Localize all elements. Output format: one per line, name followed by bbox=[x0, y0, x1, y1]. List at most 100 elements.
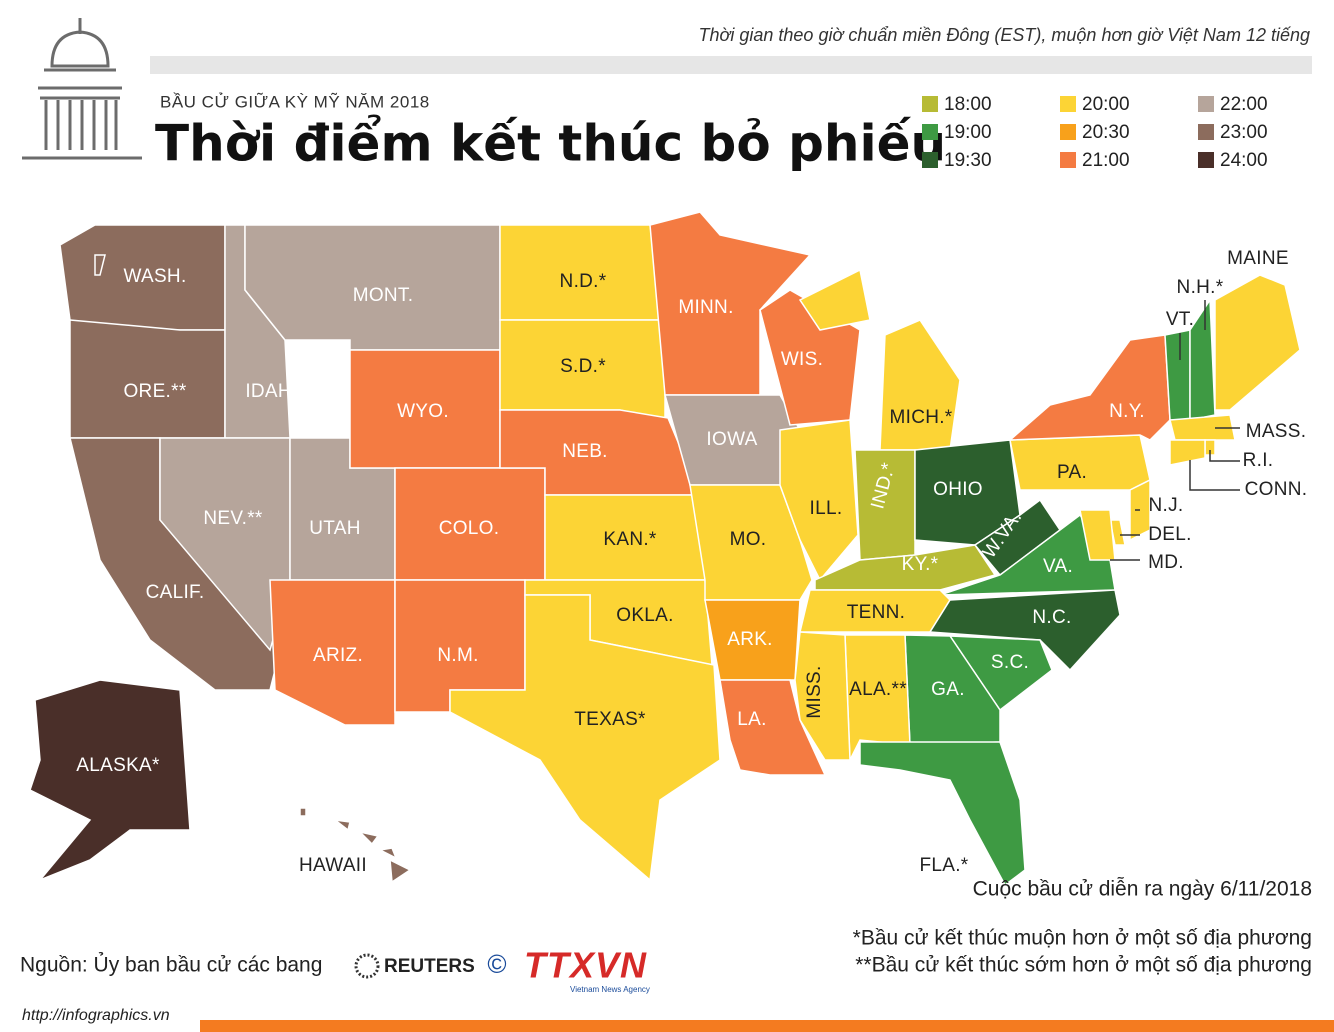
state-label: N.C. bbox=[1032, 607, 1071, 628]
state bbox=[719, 679, 827, 776]
state-label: IDAHO* bbox=[245, 381, 315, 402]
state-label: S.C. bbox=[991, 652, 1029, 673]
footer-rule bbox=[200, 1020, 1334, 1032]
state bbox=[879, 319, 961, 451]
leader-lines bbox=[1110, 300, 1240, 561]
url: http://infographics.vn bbox=[22, 1007, 170, 1024]
copyright: © bbox=[487, 949, 506, 979]
state-label: UTAH bbox=[309, 518, 361, 539]
state-label: N.M. bbox=[437, 645, 478, 666]
state-label: MAINE bbox=[1227, 248, 1289, 269]
legend-swatch bbox=[922, 152, 938, 168]
state-label: TENN. bbox=[847, 602, 906, 623]
legend: 18:00 19:00 19:30 20:00 20:30 21:00 22:00 23:00… bbox=[922, 94, 1268, 171]
legend-label: 20:30 bbox=[1082, 122, 1130, 143]
state-label: IOWA bbox=[706, 429, 757, 450]
state bbox=[1169, 439, 1206, 466]
state bbox=[859, 741, 1026, 887]
legend-label: 19:00 bbox=[944, 122, 992, 143]
legend-label: 24:00 bbox=[1220, 150, 1268, 171]
legend-swatch bbox=[1060, 96, 1076, 112]
state bbox=[794, 631, 851, 761]
legend-swatch bbox=[922, 96, 938, 112]
legend-swatch bbox=[1198, 124, 1214, 140]
header-note: Thời gian theo giờ chuẩn miền Đông (EST)… bbox=[698, 25, 1310, 45]
state bbox=[332, 818, 351, 832]
state-label: ALASKA* bbox=[76, 755, 160, 776]
legend-swatch bbox=[1060, 152, 1076, 168]
state-label: MASS. bbox=[1246, 421, 1307, 442]
state-label: ORE.** bbox=[123, 381, 186, 402]
state-label: CALIF. bbox=[146, 582, 205, 603]
election-date: Cuộc bầu cử diễn ra ngày 6/11/2018 bbox=[973, 878, 1312, 901]
ttxvn-logo: TTXVN bbox=[524, 945, 647, 986]
state bbox=[798, 268, 871, 331]
state-label: MISS. bbox=[804, 665, 825, 718]
state bbox=[973, 498, 1062, 577]
legend-label: 19:30 bbox=[944, 150, 992, 171]
legend-label: 23:00 bbox=[1220, 122, 1268, 143]
ttxvn-subtitle: Vietnam News Agency bbox=[570, 985, 650, 994]
state-label: MINN. bbox=[678, 297, 733, 318]
state-label: N.H.* bbox=[1177, 277, 1224, 298]
state bbox=[299, 807, 307, 817]
state-label: NEV.** bbox=[203, 508, 262, 529]
legend-swatch bbox=[1060, 124, 1076, 140]
state bbox=[449, 594, 721, 882]
state bbox=[269, 579, 396, 726]
title: Thời điểm kết thúc bỏ phiếu bbox=[155, 115, 946, 173]
state-label: DEL. bbox=[1148, 524, 1191, 545]
state bbox=[94, 254, 106, 276]
state-label: OHIO bbox=[933, 479, 983, 500]
state-label: TEXAS* bbox=[574, 709, 646, 730]
state bbox=[1169, 414, 1236, 441]
legend-label: 21:00 bbox=[1082, 150, 1130, 171]
reuters-logo: REUTERS bbox=[384, 956, 475, 977]
reuters-icon bbox=[354, 953, 380, 979]
state-label: LA. bbox=[737, 709, 766, 730]
state-label: GA. bbox=[931, 679, 965, 700]
state-label: NEB. bbox=[562, 441, 608, 462]
state-label: R.I. bbox=[1243, 450, 1274, 471]
state-label: VT. bbox=[1166, 309, 1194, 330]
legend-label: 20:00 bbox=[1082, 94, 1130, 115]
state bbox=[357, 830, 380, 846]
source: Nguồn: Ủy ban bầu cử các bang bbox=[20, 953, 322, 977]
state-label: S.D.* bbox=[560, 356, 606, 377]
state-label: WYO. bbox=[397, 401, 449, 422]
map-states bbox=[29, 211, 1301, 887]
state-label: N.D.* bbox=[560, 271, 607, 292]
state-label: MD. bbox=[1148, 552, 1184, 573]
header-bar bbox=[150, 56, 1312, 74]
state-label: WIS. bbox=[781, 349, 823, 370]
map-labels: WASH. ORE.** CALIF. IDAHO* MONT. NEV.** UTAH WY… bbox=[76, 248, 1307, 876]
state-label: N.J. bbox=[1149, 495, 1184, 516]
state-label: MICH.* bbox=[889, 407, 952, 428]
state-label: VA. bbox=[1043, 556, 1073, 577]
state-label: ARIZ. bbox=[313, 645, 363, 666]
state bbox=[69, 319, 226, 439]
kicker: BẦU CỬ GIỮA KỲ MỸ NĂM 2018 bbox=[160, 92, 430, 111]
capitol-icon bbox=[22, 18, 142, 160]
state-label: HAWAII bbox=[299, 855, 367, 876]
legend-swatch bbox=[922, 124, 938, 140]
legend-swatch bbox=[1198, 152, 1214, 168]
state-label: OKLA. bbox=[616, 605, 673, 626]
state-label: KAN.* bbox=[603, 529, 657, 550]
state-label: KY.* bbox=[902, 554, 939, 575]
state-label: COLO. bbox=[439, 518, 500, 539]
footnote: *Bầu cử kết thúc muộn hơn ở một số địa p… bbox=[853, 927, 1312, 950]
state-label: PA. bbox=[1057, 462, 1087, 483]
state-label: FLA.* bbox=[919, 855, 968, 876]
state-label: MONT. bbox=[353, 285, 414, 306]
state-label: MO. bbox=[730, 529, 767, 550]
state-label: N.Y. bbox=[1109, 401, 1145, 422]
state bbox=[389, 858, 412, 884]
state bbox=[1214, 274, 1301, 411]
legend-label: 22:00 bbox=[1220, 94, 1268, 115]
state bbox=[29, 679, 191, 881]
state-label: ARK. bbox=[727, 629, 773, 650]
